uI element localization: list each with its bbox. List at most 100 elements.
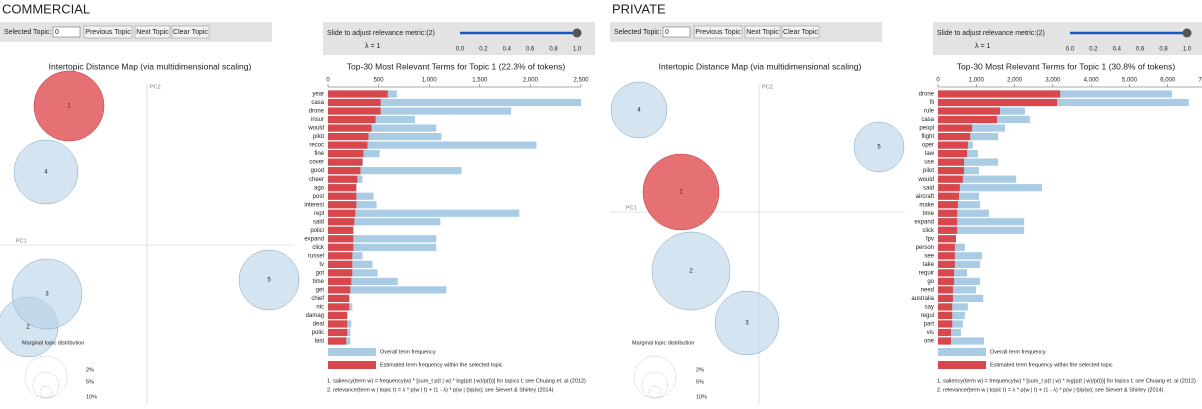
next-button[interactable] [744, 25, 781, 39]
topic-bar[interactable] [938, 124, 973, 132]
term-label[interactable]: one [924, 339, 935, 345]
term-label[interactable]: post [313, 194, 325, 200]
overall-bar[interactable] [938, 209, 989, 217]
overall-bar[interactable] [328, 107, 512, 115]
term-label[interactable]: fpv [926, 236, 934, 242]
term-label[interactable]: regul [921, 313, 934, 319]
clear-button[interactable] [781, 25, 820, 39]
topic-label[interactable]: 2 [689, 269, 693, 275]
term-label[interactable]: insur [311, 117, 324, 123]
topic-bar[interactable] [328, 201, 357, 209]
topic-bar[interactable] [328, 218, 355, 226]
topic-bar[interactable] [938, 218, 958, 226]
topic-label[interactable]: 3 [745, 321, 749, 327]
term-label[interactable]: australia [911, 296, 934, 302]
term-label[interactable]: make [919, 202, 934, 208]
topic-bar[interactable] [328, 252, 353, 260]
term-label[interactable]: flight [921, 134, 934, 140]
topic-bar[interactable] [938, 141, 968, 149]
term-label[interactable]: part [924, 322, 935, 328]
slider-knob[interactable] [572, 28, 582, 38]
overall-bar[interactable] [938, 303, 968, 311]
topic-bar[interactable] [938, 260, 955, 268]
term-label[interactable]: last [315, 339, 325, 345]
term-label[interactable]: year [312, 92, 324, 98]
topic-bar[interactable] [938, 175, 963, 183]
overall-bar[interactable] [328, 218, 441, 226]
term-label[interactable]: use [924, 160, 934, 166]
term-label[interactable]: polici [310, 228, 324, 234]
term-label[interactable]: damag [306, 313, 324, 319]
overall-bar[interactable] [938, 98, 1189, 107]
term-label[interactable]: requir [919, 270, 934, 276]
term-label[interactable]: repl [314, 211, 324, 217]
topic-bar[interactable] [938, 98, 1058, 107]
topic-bar[interactable] [938, 252, 955, 260]
term-label[interactable]: vis [927, 330, 934, 336]
topic-bar[interactable] [938, 107, 1001, 115]
overall-bar[interactable] [328, 269, 378, 277]
topic-label[interactable]: 5 [267, 278, 271, 284]
previous-button[interactable] [693, 25, 743, 39]
term-label[interactable]: nic [316, 305, 324, 311]
term-label[interactable]: say [925, 305, 934, 311]
term-label[interactable]: see [924, 253, 934, 259]
term-label[interactable]: polic [312, 330, 324, 336]
overall-bar[interactable] [328, 235, 437, 243]
topic-label[interactable]: 4 [44, 170, 48, 176]
topic-bar[interactable] [938, 132, 971, 141]
term-label[interactable]: would [917, 177, 934, 183]
term-label[interactable]: click [312, 245, 325, 251]
topic-circle[interactable] [610, 81, 668, 139]
topic-input-value[interactable]: 0 [55, 29, 59, 36]
topic-circle[interactable] [714, 290, 780, 356]
overall-bar[interactable] [938, 158, 999, 166]
term-label[interactable]: time [923, 211, 935, 217]
topic-bar[interactable] [938, 150, 968, 158]
topic-bar[interactable] [328, 141, 368, 149]
term-label[interactable]: cover [309, 160, 324, 166]
overall-bar[interactable] [328, 132, 442, 141]
topic-bar[interactable] [328, 132, 369, 141]
topic-bar[interactable] [328, 175, 358, 183]
clear-button[interactable] [171, 25, 210, 39]
topic-bar[interactable] [938, 269, 955, 277]
topic-bar[interactable] [328, 337, 347, 345]
topic-bar[interactable] [938, 192, 960, 200]
topic-bar[interactable] [328, 294, 350, 303]
topic-bar[interactable] [938, 320, 953, 328]
topic-bar[interactable] [328, 192, 357, 200]
previous-button-label[interactable]: Previous Topic [695, 29, 741, 36]
term-label[interactable]: casa [921, 117, 934, 123]
term-label[interactable]: time [313, 279, 325, 285]
topic-bar[interactable] [938, 158, 965, 166]
term-label[interactable]: chief [311, 296, 324, 302]
term-label[interactable]: said [923, 185, 934, 191]
term-label[interactable]: would [307, 126, 324, 132]
topic-bar[interactable] [938, 311, 953, 320]
topic-bar[interactable] [328, 328, 348, 337]
topic-circle[interactable] [11, 258, 83, 330]
topic-bar[interactable] [328, 320, 348, 328]
topic-bar[interactable] [938, 294, 953, 303]
term-label[interactable]: pilot [313, 134, 324, 140]
term-label[interactable]: cheer [309, 177, 324, 183]
topic-bar[interactable] [938, 328, 952, 337]
topic-input[interactable] [662, 26, 691, 38]
topic-bar[interactable] [938, 243, 955, 251]
term-label[interactable]: good [311, 168, 324, 174]
term-label[interactable]: said [313, 219, 324, 225]
term-label[interactable]: pilot [923, 168, 934, 174]
topic-bar[interactable] [938, 277, 955, 285]
topic-label[interactable]: 4 [637, 108, 641, 114]
topic-input-value[interactable]: 0 [665, 29, 669, 36]
topic-bar[interactable] [328, 286, 351, 294]
topic-bar[interactable] [328, 209, 356, 217]
term-label[interactable]: casa [311, 100, 324, 106]
term-label[interactable]: take [923, 262, 935, 268]
topic-bar[interactable] [328, 184, 357, 192]
topic-label[interactable]: 5 [877, 145, 881, 151]
topic-bar[interactable] [938, 303, 953, 311]
overall-bar[interactable] [328, 98, 581, 107]
topic-bar[interactable] [328, 158, 363, 166]
